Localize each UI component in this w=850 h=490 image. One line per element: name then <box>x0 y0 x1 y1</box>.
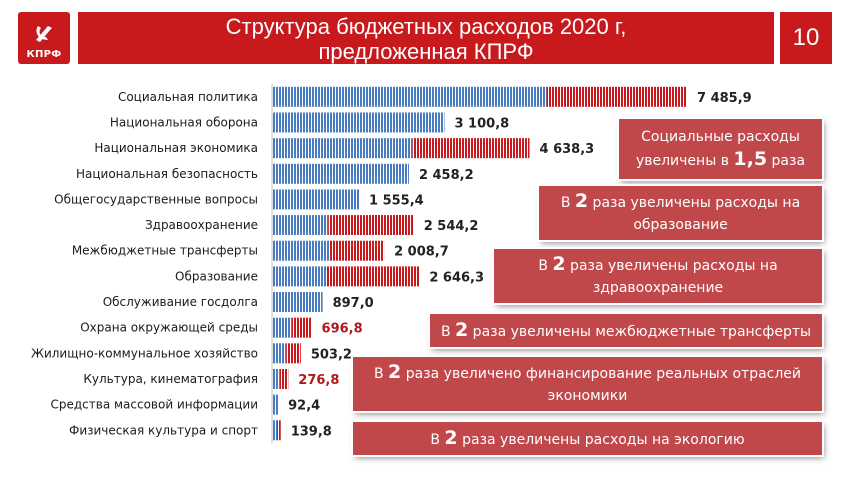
bar-segment-base <box>273 112 445 133</box>
data-label: 503,2 <box>311 347 352 362</box>
callout-text: В 2 раза увеличены расходы на образовани… <box>539 190 822 236</box>
callout-box: В 2 раза увеличены расходы на экологию <box>353 422 822 455</box>
callout-text-after: раза увеличены расходы на экологию <box>457 431 745 448</box>
bar-segment-base <box>273 343 287 364</box>
callout-text-after: раза увеличены расходы на образование <box>588 195 801 233</box>
data-label: 139,8 <box>291 424 332 439</box>
callout-text-before: В <box>430 431 445 448</box>
category-label: Жилищно-коммунальное хозяйство <box>31 346 258 360</box>
data-label: 7 485,9 <box>697 91 752 106</box>
data-label: 1 555,4 <box>369 193 424 208</box>
data-label: 4 638,3 <box>540 142 595 157</box>
category-label: Межбюджетные трансферты <box>72 244 258 258</box>
slide-title-line2: предложенная КПРФ <box>318 39 534 64</box>
category-label: Социальная политика <box>118 90 258 104</box>
callout-box: В 2 раза увеличено финансирование реальн… <box>353 357 822 411</box>
bar-segment-increase <box>326 266 420 287</box>
category-label: Физическая культура и спорт <box>69 423 258 437</box>
callout-text-before: В <box>560 195 575 211</box>
callout-multiplier: 2 <box>444 426 458 449</box>
callout-box: В 2 раза увеличены расходы на здравоохра… <box>494 249 822 303</box>
bar-segment-base <box>273 292 323 313</box>
callout-multiplier: 1,5 <box>733 148 768 170</box>
data-label: 2 008,7 <box>394 245 449 260</box>
bar-segment-base <box>273 266 327 287</box>
hammer-sickle-icon <box>36 26 52 42</box>
bar-segment-increase <box>328 215 414 236</box>
slide-header: КПРФ Структура бюджетных расходов 2020 г… <box>0 0 850 70</box>
callout-text-before: Социальные расходы увеличены в <box>635 129 800 169</box>
kprf-logo: КПРФ <box>18 12 70 64</box>
slide-number: 10 <box>780 12 832 64</box>
bar-segment-increase <box>279 368 289 389</box>
title-bar: Структура бюджетных расходов 2020 г, пре… <box>78 12 774 64</box>
category-label: Образование <box>175 269 258 283</box>
slide-title-line1: Структура бюджетных расходов 2020 г, <box>225 14 627 39</box>
bar-segment-base <box>273 215 329 236</box>
bar-segment-base <box>273 317 292 338</box>
bar-segment-base <box>273 420 277 441</box>
callout-text-before: В <box>538 258 553 274</box>
bar-segment-increase <box>546 86 687 107</box>
category-label: Обслуживание госдолга <box>103 295 258 309</box>
callout-multiplier: 2 <box>388 361 402 383</box>
bar-segment-base <box>273 189 360 210</box>
callout-text-after: раза увеличено финансирование реальных о… <box>401 366 802 404</box>
callout-text: В 2 раза увеличено финансирование реальн… <box>353 361 822 407</box>
callout-text-before: В <box>373 366 389 382</box>
callout-text-before: В <box>440 323 455 340</box>
bar-segment-base <box>273 240 330 261</box>
callout-text: Социальные расходы увеличены в 1,5 раза <box>619 126 822 172</box>
callout-text: В 2 раза увеличены расходы на здравоохра… <box>494 253 822 299</box>
category-label: Охрана окружающей среды <box>80 321 258 335</box>
data-label: 3 100,8 <box>454 116 509 131</box>
callout-text-after: раза увеличены расходы на здравоохранени… <box>565 258 778 296</box>
category-label: Общегосударственные вопросы <box>54 192 258 206</box>
data-label: 92,4 <box>288 399 320 414</box>
logo-text: КПРФ <box>26 49 62 60</box>
category-label: Национальная экономика <box>94 141 258 155</box>
bar-segment-increase <box>286 343 301 364</box>
callout-multiplier: 2 <box>574 190 589 212</box>
bar-segment-base <box>273 394 279 415</box>
data-label: 2 646,3 <box>429 270 484 285</box>
bar-segment-base <box>273 138 413 159</box>
bar-segment-base <box>273 86 547 107</box>
callout-box: В 2 раза увеличены расходы на образовани… <box>539 186 822 240</box>
category-label: Средства массовой информации <box>50 398 258 412</box>
data-label: 2 458,2 <box>419 168 474 183</box>
callout-text-after: раза <box>767 153 806 169</box>
category-label: Культура, кинематография <box>83 372 258 386</box>
bar-segment-increase <box>291 317 312 338</box>
callout-box: Социальные расходы увеличены в 1,5 раза <box>619 119 822 179</box>
bar-segment-base <box>273 163 409 184</box>
callout-multiplier: 2 <box>455 318 469 341</box>
callout-text-after: раза увеличены межбюджетные трансферты <box>468 323 812 340</box>
data-label: 897,0 <box>333 296 374 311</box>
data-label: 2 544,2 <box>424 219 479 234</box>
bar-segment-increase <box>276 420 281 441</box>
callout-multiplier: 2 <box>552 253 566 275</box>
callout-text: В 2 раза увеличены межбюджетные трансфер… <box>430 319 822 343</box>
data-label: 276,8 <box>298 373 339 388</box>
callout-text: В 2 раза увеличены расходы на экологию <box>353 427 822 451</box>
data-label: 696,8 <box>322 322 363 337</box>
bar-segment-base <box>273 368 280 389</box>
category-label: Здравоохранение <box>145 218 258 232</box>
category-label: Национальная оборона <box>110 115 258 129</box>
callout-box: В 2 раза увеличены межбюджетные трансфер… <box>430 314 822 347</box>
bar-segment-increase <box>412 138 530 159</box>
bar-segment-increase <box>329 240 385 261</box>
category-label: Национальная безопасность <box>76 167 258 181</box>
